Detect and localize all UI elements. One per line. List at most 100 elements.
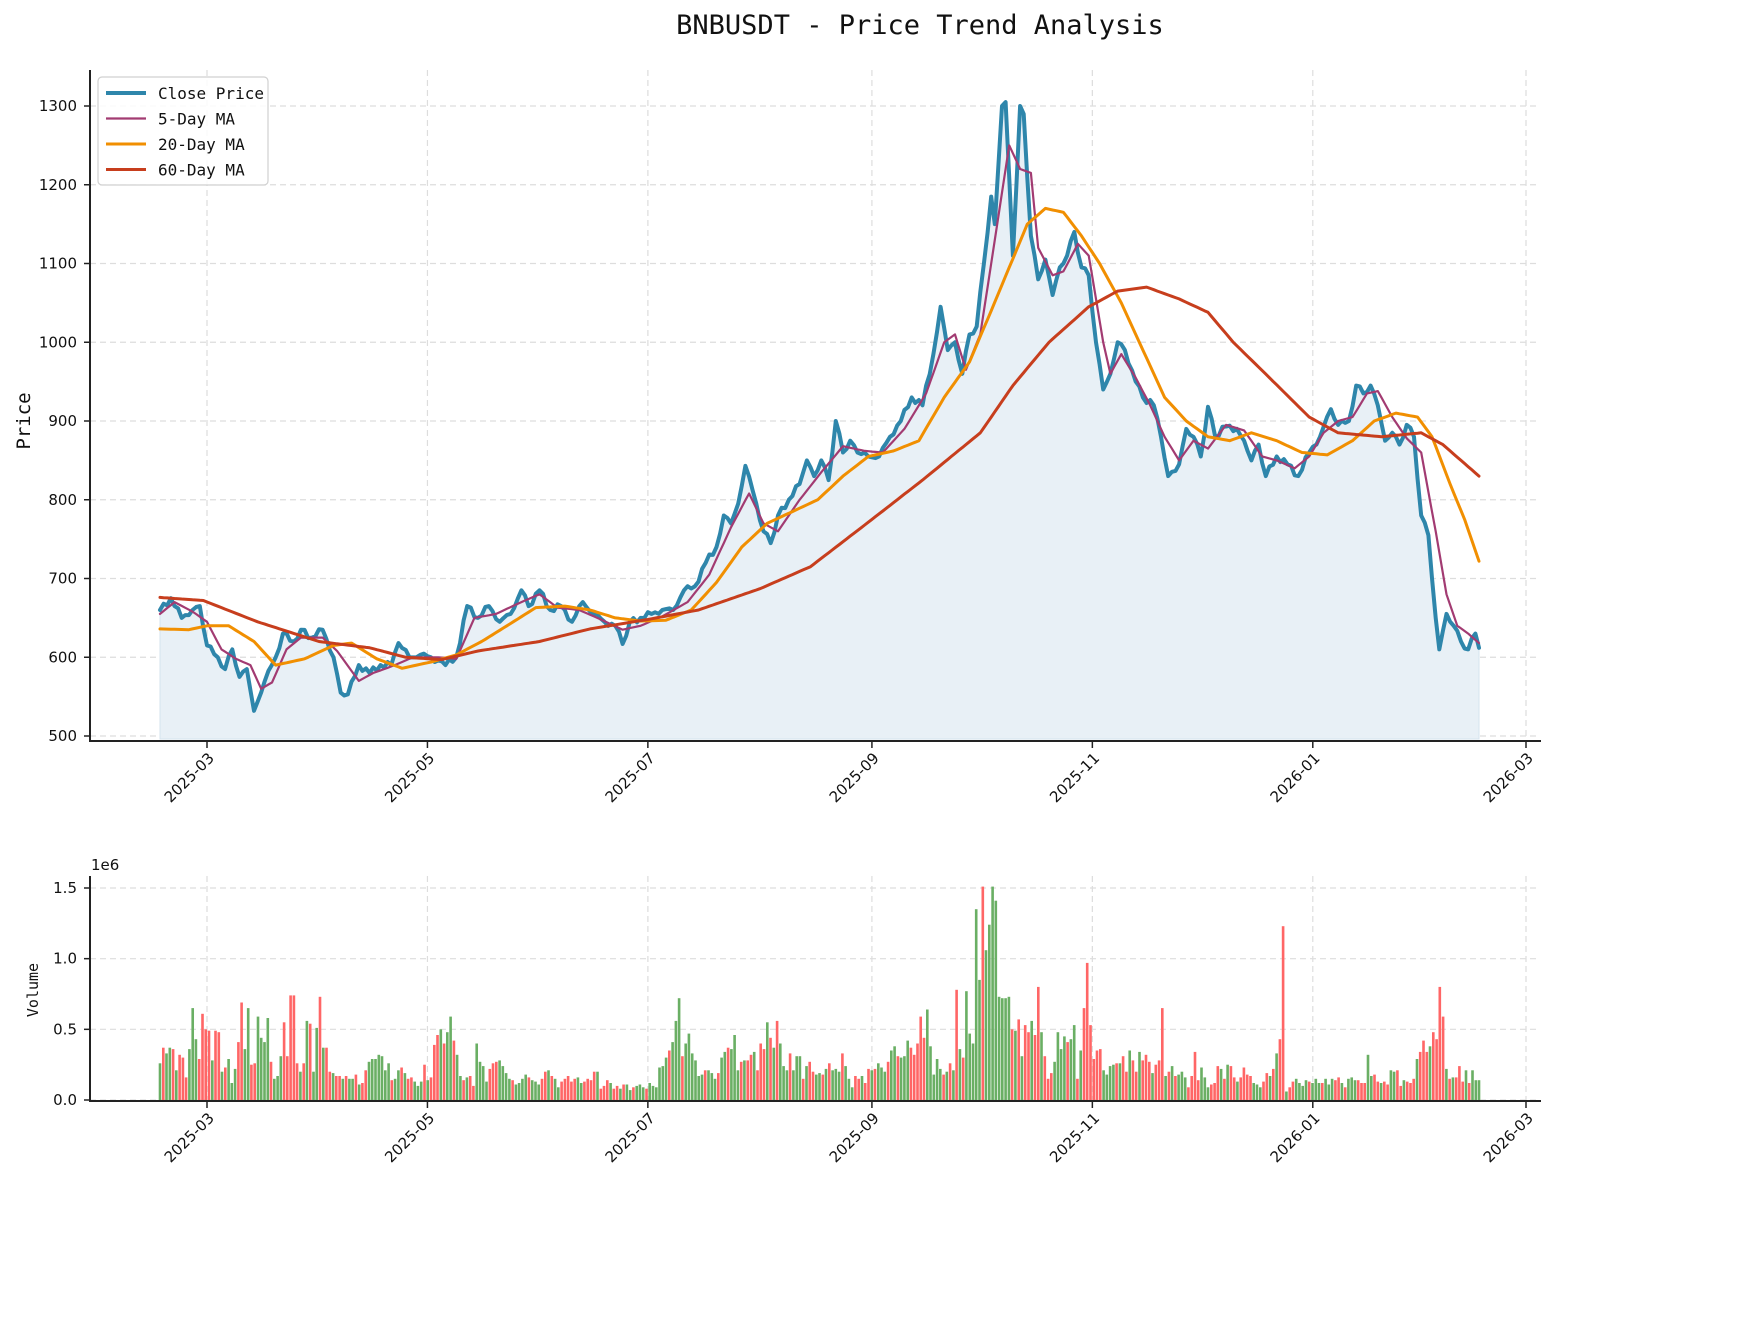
volume-bar <box>893 1046 896 1100</box>
x-tick-label: 2025-03 <box>161 749 218 806</box>
volume-bar <box>997 996 1001 1100</box>
volume-bar <box>844 1066 847 1100</box>
volume-bar <box>468 1076 472 1100</box>
volume-bar <box>485 1081 488 1100</box>
volume-bar <box>726 1047 730 1100</box>
volume-bar <box>250 1064 253 1100</box>
volume-bar <box>1082 1008 1086 1100</box>
volume-bar <box>1210 1084 1213 1100</box>
volume-bar <box>475 1043 479 1100</box>
volume-bar <box>406 1078 410 1100</box>
volume-bar <box>1213 1083 1216 1100</box>
volume-bar <box>635 1085 639 1100</box>
volume-bar <box>331 1073 335 1100</box>
x-tick-label: 2025-11 <box>1046 749 1103 806</box>
60-day-ma-line <box>158 285 1481 662</box>
volume-bar <box>1330 1078 1334 1100</box>
volume-bar <box>952 1070 955 1100</box>
volume-bar <box>442 1043 446 1100</box>
volume-bar <box>322 1047 325 1100</box>
volume-bar <box>338 1076 341 1100</box>
volume-bar <box>194 1039 198 1100</box>
volume-bar <box>1108 1066 1112 1100</box>
volume-bar <box>589 1080 593 1100</box>
volume-bar <box>916 1043 919 1100</box>
volume-bar <box>491 1063 495 1100</box>
legend: Close Price 5-Day MA 20-Day MA 60-Day MA <box>97 76 269 186</box>
volume-bar <box>481 1066 485 1100</box>
volume-bar <box>955 989 958 1100</box>
volume-bar <box>1252 1083 1256 1100</box>
volume-bar <box>805 1066 808 1100</box>
volume-bar <box>703 1070 707 1100</box>
volume-bar <box>661 1066 665 1100</box>
volume-bar <box>374 1059 377 1100</box>
y-tick-label: 0.0 <box>53 1091 77 1109</box>
volume-bar <box>325 1047 328 1100</box>
volume-bar <box>488 1068 492 1100</box>
volume-bar <box>511 1080 514 1100</box>
volume-bar <box>1307 1081 1311 1100</box>
volume-bar <box>1066 1042 1069 1100</box>
volume-bar <box>1262 1081 1265 1100</box>
volume-bar <box>1174 1076 1177 1100</box>
volume-bar <box>749 1054 753 1100</box>
y-tick-label: 1.0 <box>53 950 77 968</box>
volume-bar <box>501 1066 505 1100</box>
volume-bar <box>527 1077 531 1100</box>
volume-bar <box>410 1077 413 1100</box>
volume-bar <box>658 1067 661 1100</box>
volume-bar <box>1366 1054 1370 1100</box>
y-tick-label: 1300 <box>39 97 77 115</box>
volume-bar <box>1079 1050 1083 1100</box>
volume-bar <box>1128 1050 1132 1100</box>
volume-bar <box>785 1070 789 1100</box>
volume-bar <box>335 1076 338 1100</box>
volume-bar <box>1056 1032 1060 1100</box>
volume-bar <box>939 1068 942 1100</box>
volume-bar <box>240 1002 243 1100</box>
volume-bar <box>1050 1073 1053 1100</box>
x-tick-label: 2026-03 <box>1480 1109 1537 1166</box>
x-tick-label: 2025-05 <box>381 1109 438 1166</box>
volume-bar <box>978 979 981 1100</box>
volume-bar <box>1118 1063 1122 1100</box>
20-day-ma-line <box>158 206 1481 670</box>
volume-bar <box>188 1049 191 1100</box>
volume-bar <box>965 991 968 1100</box>
volume-bar <box>1072 1025 1076 1100</box>
volume-bar <box>1467 1083 1471 1100</box>
volume-bar <box>929 1046 932 1100</box>
volume-bar <box>576 1077 580 1100</box>
volume-bar <box>1030 1020 1034 1100</box>
volume-bar <box>547 1070 550 1100</box>
volume-bar <box>1471 1070 1474 1100</box>
volume-bar <box>1020 1056 1024 1100</box>
price-y-axis-label: Price <box>13 392 35 449</box>
volume-bar <box>681 1056 684 1100</box>
volume-bar <box>1474 1080 1478 1100</box>
volume-bar <box>834 1068 838 1100</box>
volume-bar <box>544 1071 547 1100</box>
volume-bar <box>1363 1083 1367 1100</box>
volume-bar <box>818 1073 821 1100</box>
y-tick-label: 1200 <box>39 176 77 194</box>
volume-bar <box>380 1056 384 1100</box>
volume-bar <box>752 1051 756 1100</box>
volume-bar <box>579 1083 583 1100</box>
y-tick-label: 1100 <box>39 255 77 273</box>
volume-bar <box>974 909 978 1100</box>
volume-bar <box>880 1067 883 1100</box>
volume-bar <box>540 1078 544 1100</box>
volume-bar <box>393 1078 397 1100</box>
volume-bar <box>828 1063 831 1100</box>
volume-bar <box>1445 1068 1448 1100</box>
volume-bar <box>648 1083 652 1100</box>
volume-bar <box>779 1043 782 1100</box>
volume-bar <box>446 1032 449 1100</box>
volume-bar <box>1027 1032 1030 1100</box>
volume-bar <box>370 1059 374 1100</box>
volume-bar <box>1275 1053 1278 1100</box>
volume-bar <box>687 1033 691 1100</box>
volume-bar <box>1337 1077 1340 1100</box>
